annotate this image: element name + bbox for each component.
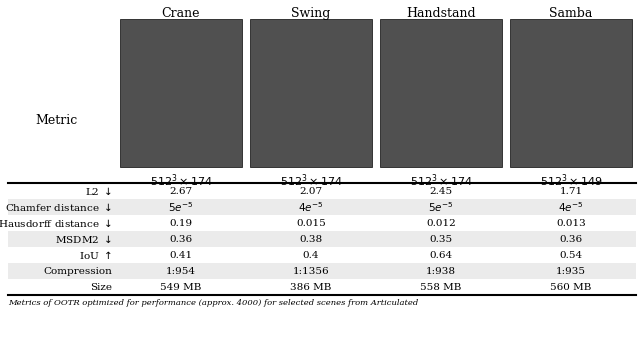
Text: Crane: Crane	[162, 7, 200, 20]
Text: Swing: Swing	[291, 7, 331, 20]
Bar	[510, 19, 632, 167]
Text: 549 MB: 549 MB	[160, 283, 202, 291]
Text: $5e^{-5}$: $5e^{-5}$	[428, 200, 454, 214]
Text: $512^3 \times 174$: $512^3 \times 174$	[150, 172, 212, 188]
Bar	[8, 199, 636, 215]
Text: 0.41: 0.41	[170, 251, 193, 259]
Text: 2.45: 2.45	[429, 186, 452, 196]
Text: 386 MB: 386 MB	[291, 283, 332, 291]
Text: L2 $\downarrow$: L2 $\downarrow$	[84, 185, 112, 197]
Text: Metrics of OOTR optimized for performance (approx. 4000) for selected scenes fro: Metrics of OOTR optimized for performanc…	[8, 299, 419, 307]
Text: 0.015: 0.015	[296, 219, 326, 227]
Text: 0.54: 0.54	[559, 251, 582, 259]
Text: 0.64: 0.64	[429, 251, 452, 259]
Text: 0.35: 0.35	[429, 234, 452, 244]
Text: $4e^{-5}$: $4e^{-5}$	[558, 200, 584, 214]
Text: 0.013: 0.013	[556, 219, 586, 227]
Text: 0.19: 0.19	[170, 219, 193, 227]
Text: 1.71: 1.71	[559, 186, 582, 196]
Text: 1:938: 1:938	[426, 266, 456, 276]
Text: $512^3 \times 174$: $512^3 \times 174$	[410, 172, 472, 188]
Text: 1:935: 1:935	[556, 266, 586, 276]
Text: 0.012: 0.012	[426, 219, 456, 227]
Bar	[250, 19, 372, 167]
Text: 1:1356: 1:1356	[292, 266, 330, 276]
Text: Handstand: Handstand	[406, 7, 476, 20]
Text: IoU $\uparrow$: IoU $\uparrow$	[79, 249, 112, 261]
Text: 0.38: 0.38	[300, 234, 323, 244]
Text: 2.67: 2.67	[170, 186, 193, 196]
Text: 0.36: 0.36	[170, 234, 193, 244]
Text: 2.07: 2.07	[300, 186, 323, 196]
Text: 558 MB: 558 MB	[420, 283, 461, 291]
Text: $4e^{-5}$: $4e^{-5}$	[298, 200, 324, 214]
Text: Compression: Compression	[43, 266, 112, 276]
Text: 0.36: 0.36	[559, 234, 582, 244]
Text: 0.4: 0.4	[303, 251, 319, 259]
Text: Hausdorff distance $\downarrow$: Hausdorff distance $\downarrow$	[0, 218, 112, 229]
Text: Size: Size	[90, 283, 112, 291]
Text: 560 MB: 560 MB	[550, 283, 592, 291]
Text: Chamfer distance $\downarrow$: Chamfer distance $\downarrow$	[5, 201, 112, 213]
Text: $5e^{-5}$: $5e^{-5}$	[168, 200, 194, 214]
Bar	[120, 19, 242, 167]
Text: $512^3 \times 174$: $512^3 \times 174$	[280, 172, 342, 188]
Bar	[8, 231, 636, 247]
Bar	[8, 263, 636, 279]
Text: 1:954: 1:954	[166, 266, 196, 276]
Text: MSDM2 $\downarrow$: MSDM2 $\downarrow$	[55, 233, 112, 245]
Text: Samba: Samba	[549, 7, 593, 20]
Bar	[380, 19, 502, 167]
Text: $512^3 \times 149$: $512^3 \times 149$	[540, 172, 602, 188]
Text: Metric: Metric	[35, 114, 77, 127]
